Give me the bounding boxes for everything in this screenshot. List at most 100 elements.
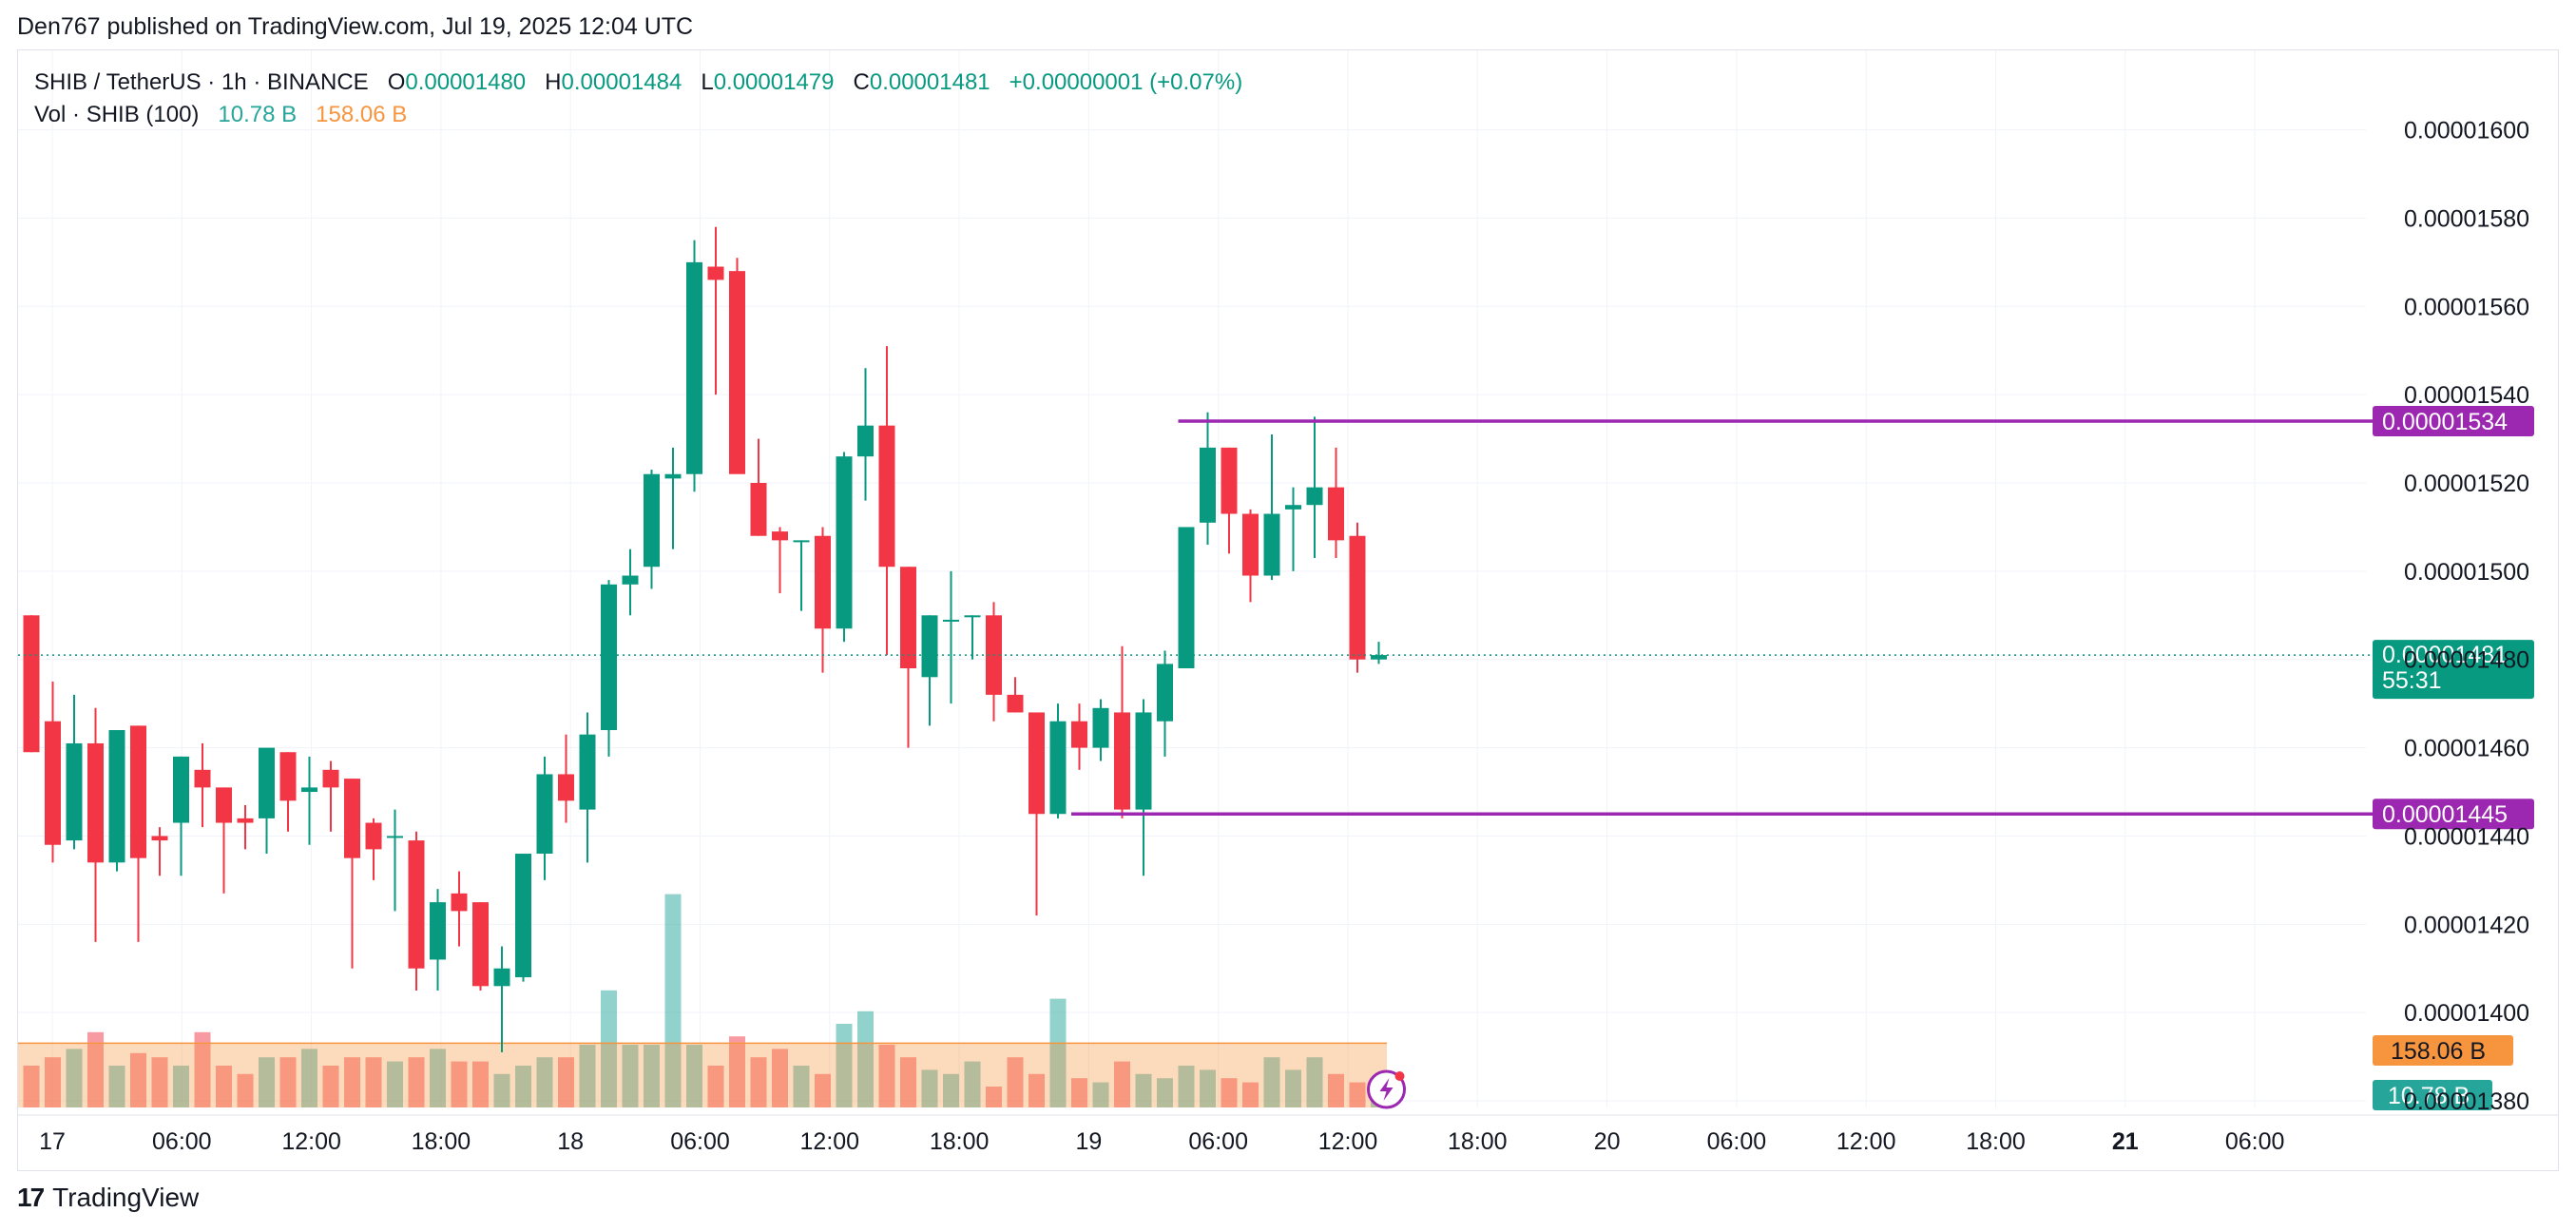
tradingview-logo[interactable]: 17: [17, 1183, 45, 1212]
volume-bar: [986, 1087, 1002, 1107]
x-axis: 17 06:00 12:00 18:00 18 06:00 12:00 18:00 19 06:0…: [18, 1114, 2558, 1155]
volume-bar: [836, 1024, 853, 1107]
chart-frame[interactable]: 0.00001481 55:31 0.00001534 0.00001445 158.0…: [17, 49, 2559, 1171]
tradingview-brand[interactable]: TradingView: [52, 1183, 200, 1212]
candle-body: [237, 818, 254, 823]
legend-row-price: SHIB / TetherUS · 1h · BINANCE O0.000014…: [34, 67, 1242, 99]
volume-bar: [194, 1031, 211, 1107]
y-tick-label: 0.00001480: [2404, 647, 2529, 674]
legend-open-value: 0.00001480: [405, 69, 527, 95]
candles: [23, 226, 1387, 1052]
candle-body: [66, 742, 83, 841]
candle-body: [686, 261, 702, 474]
volume-ma-label: 158.06 B: [2391, 1038, 2486, 1065]
candle-body: [151, 836, 168, 841]
volume-bar: [964, 1061, 981, 1107]
volume-bar: [1114, 1061, 1130, 1107]
legend-low-label: L: [701, 69, 714, 95]
legend-volume-value: 10.78 B: [218, 102, 298, 127]
candle-body: [1371, 655, 1387, 660]
candle-body: [921, 615, 938, 678]
volume-bar: [66, 1049, 83, 1107]
candle-body: [515, 854, 531, 978]
candle-body: [1178, 527, 1195, 669]
legend-symbol[interactable]: SHIB / TetherUS · 1h · BINANCE: [34, 69, 369, 95]
candle-body: [194, 769, 211, 788]
x-tick-label: 12:00: [1318, 1128, 1378, 1155]
legend-high-label: H: [545, 69, 562, 95]
candle-body: [216, 787, 232, 823]
flash-icon-bolt: [1379, 1078, 1394, 1101]
candle-body: [451, 893, 468, 912]
candle-body: [173, 756, 189, 823]
y-tick-label: 0.00001580: [2404, 205, 2529, 232]
candle-body: [793, 540, 810, 543]
volume-bar: [729, 1036, 745, 1107]
volume-bar: [23, 1066, 40, 1107]
volume-bar: [1328, 1073, 1344, 1107]
horizontal-level-label: 0.00001445: [2382, 801, 2508, 828]
volume-bar: [1349, 1082, 1366, 1107]
candle-body: [857, 425, 874, 457]
volume-ma-tag: [2373, 1035, 2513, 1066]
candle-body: [601, 584, 617, 731]
candle-body: [943, 619, 959, 622]
legend-volume-label[interactable]: Vol · SHIB (100): [34, 102, 200, 127]
x-tick-label: 06:00: [1188, 1128, 1248, 1155]
volume-bar: [857, 1011, 874, 1107]
candle-body: [87, 742, 104, 863]
volume-bar: [344, 1057, 360, 1107]
legend-low-value: 0.00001479: [713, 69, 835, 95]
x-tick-label: 18:00: [412, 1128, 471, 1155]
candle-body: [1328, 487, 1344, 541]
price-chart[interactable]: 0.0000148155:310.000015340.00001445158.0…: [18, 50, 2558, 1170]
countdown-label: 55:31: [2382, 667, 2442, 694]
candle-body: [408, 840, 425, 969]
x-tick-label: 17: [39, 1128, 66, 1155]
candle-body: [729, 271, 745, 474]
y-axis: 0.00001380 0.00001400 0.00001420 0.00001440…: [2404, 118, 2529, 1115]
x-tick-label: 12:00: [281, 1128, 341, 1155]
candle-body: [707, 266, 724, 280]
volume-bar: [1157, 1078, 1173, 1107]
candle-body: [1285, 505, 1301, 510]
volume-bar: [1285, 1069, 1301, 1107]
volume-bar: [45, 1057, 61, 1107]
volume-bar: [1135, 1073, 1152, 1107]
y-tick-label: 0.00001400: [2404, 1000, 2529, 1027]
volume-bar: [216, 1066, 232, 1107]
publisher-line: Den767 published on TradingView.com, Jul…: [17, 13, 694, 40]
volume-bar: [1306, 1057, 1323, 1107]
x-tick-label: 06:00: [2225, 1128, 2285, 1155]
volume-bar: [1028, 1073, 1045, 1107]
volume-bar: [451, 1061, 468, 1107]
volume-current-label: 10.78 B: [2388, 1083, 2470, 1109]
legend-close-label: C: [853, 69, 870, 95]
candle-body: [23, 615, 40, 753]
y-tick-label: 0.00001520: [2404, 471, 2529, 497]
volume-bar: [793, 1066, 810, 1107]
volume-bar: [408, 1057, 425, 1107]
y-tick-label: 0.00001460: [2404, 736, 2529, 762]
volume-bar: [151, 1057, 168, 1107]
notification-dot: [1394, 1071, 1405, 1081]
y-tick-label: 0.00001380: [2404, 1088, 2529, 1115]
y-tick-label: 0.00001560: [2404, 294, 2529, 320]
legend-change: +0.00000001 (+0.07%): [1009, 69, 1243, 95]
volume-ma-area: [18, 1043, 1387, 1107]
candle-body: [130, 725, 146, 858]
legend-close-value: 0.00001481: [869, 69, 990, 95]
candle-body: [1242, 513, 1259, 576]
volume-bar: [558, 1057, 574, 1107]
candle-body: [1263, 513, 1280, 576]
candle-body: [1306, 487, 1323, 506]
footer: 17 TradingView: [17, 1183, 199, 1213]
volume-bar: [921, 1069, 938, 1107]
candle-body: [1114, 712, 1130, 810]
volume-bar: [87, 1031, 104, 1107]
volume-current-tag: [2373, 1080, 2492, 1110]
candle-body: [344, 779, 360, 858]
candle-body: [301, 787, 317, 793]
candle-body: [558, 774, 574, 801]
candle-body: [1349, 535, 1366, 660]
